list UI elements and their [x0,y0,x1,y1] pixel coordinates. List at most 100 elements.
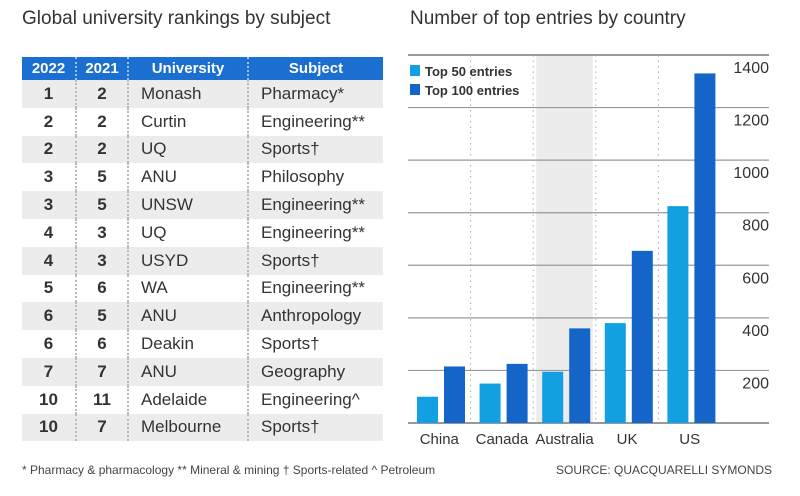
subject-cell: Sports† [261,334,320,354]
rank-2022-cell: 4 [22,218,77,247]
rankings-table: 2022 2021 University Subject 1 2 Monash Pha… [22,57,383,442]
rank-2021-cell: 7 [76,357,129,386]
subject-cell: Sports† [248,413,383,442]
rank-2021-cell: 2 [76,107,129,136]
table-row: 7 7 ANU Geography [22,357,383,386]
bar-china-top50 [417,396,438,423]
header-subject: Subject [248,57,383,80]
table-row: 2 2 UQ Sports† [22,135,383,164]
header-2022: 2022 [22,57,77,80]
legend-swatch [410,84,420,95]
source: SOURCE: QUACQUARELLI SYMONDS [556,463,773,477]
rank-2022-cell: 7 [22,357,77,386]
university-cell: UNSW [128,191,249,219]
bar-chart: 200 400 600 800 1000 1200 1400 China Canada Austr… [408,54,769,448]
table-row: 5 6 WA Engineering** [22,274,383,303]
table-row: 4 3 UQ Engineering** [22,218,383,247]
bar-us-top100 [694,73,716,424]
university-cell: UQ [128,218,249,247]
rank-2021-cell: 5 [76,302,129,331]
subject-cell: Engineering** [261,278,365,298]
university-cell: Monash [128,80,249,108]
subject-cell: Engineering** [261,111,365,131]
table-row: 6 6 Deakin Sports† [22,330,383,358]
y-tick-label: 1000 [733,165,769,182]
rank-2021-cell: 3 [76,218,129,247]
bar-china-top100 [444,366,465,423]
subject-cell: Geography [248,357,383,386]
x-tick-label: US [679,431,700,448]
rank-2021-cell: 5 [76,163,129,192]
bar-uk-top100 [631,250,653,423]
table-row: 2 2 Curtin Engineering** [22,107,383,136]
table-title: Global university rankings by subject [22,8,331,29]
header-2021: 2021 [76,57,129,80]
rank-2021-cell: 7 [76,413,129,442]
university-cell: Curtin [128,107,249,136]
rank-2021-cell: 5 [76,191,129,219]
rank-2022-cell: 4 [22,246,77,275]
university-cell: ANU [128,357,249,386]
y-tick-label: 1400 [733,60,769,77]
bar-canada-top100 [506,363,528,423]
university-cell: WA [128,274,249,303]
x-tick-label: China [420,431,460,448]
rank-2021-cell: 2 [76,135,129,164]
bar-uk-top50 [604,323,626,423]
chart-title: Number of top entries by country [410,8,686,29]
bar-australia-top50 [542,371,564,423]
rank-2022-cell: 2 [22,135,77,164]
table-row: 6 5 ANU Anthropology [22,302,383,331]
subject-cell: Pharmacy* [248,80,383,108]
legend-label: Top 50 entries [425,64,512,79]
university-cell: Melbourne [128,413,249,442]
y-tick-label: 1200 [733,113,769,130]
rank-2021-cell: 3 [76,246,129,275]
subject-cell: Engineering^ [261,389,360,409]
bar-us-top50 [667,206,689,423]
table-row: 10 11 Adelaide Engineering^ [22,385,383,414]
university-cell: USYD [128,246,249,275]
table-header: 2022 2021 University Subject [22,57,383,80]
university-cell: UQ [128,135,249,164]
table-row: 3 5 UNSW Engineering** [22,191,383,219]
rank-2021-cell: 2 [76,80,129,108]
rank-2021-cell: 6 [76,274,129,303]
rank-2022-cell: 1 [22,80,77,108]
table-row: 3 5 ANU Philosophy [22,163,383,192]
university-cell: ANU [128,302,249,331]
rank-2022-cell: 10 [22,385,77,414]
subject-cell: Sports† [248,246,383,275]
rank-2022-cell: 6 [22,302,77,331]
x-tick-label: Australia [535,431,594,448]
y-tick-label: 800 [742,218,769,235]
university-cell: Adelaide [128,385,249,414]
university-cell: ANU [128,163,249,192]
footnotes: * Pharmacy & pharmacology ** Mineral & m… [22,463,436,477]
subject-cell: Engineering** [248,191,383,219]
university-cell: Deakin [128,330,249,358]
legend-label: Top 100 entries [425,83,519,98]
x-tick-label: Canada [476,431,529,448]
legend-swatch [410,65,420,76]
x-tick-label: UK [617,431,638,448]
bar-australia-top100 [569,328,591,423]
subject-cell: Sports† [248,135,383,164]
y-tick-label: 600 [742,270,769,287]
rank-2022-cell: 6 [22,330,77,358]
rank-2022-cell: 2 [22,107,77,136]
bar-canada-top50 [479,383,501,423]
subject-cell: Anthropology [248,302,383,331]
y-tick-label: 400 [742,323,769,340]
rank-2021-cell: 11 [76,385,129,414]
table-row: 1 2 Monash Pharmacy* [22,80,383,108]
subject-cell: Philosophy [261,167,345,187]
rank-2022-cell: 3 [22,191,77,219]
table-row: 10 7 Melbourne Sports† [22,413,383,442]
rank-2022-cell: 3 [22,163,77,192]
header-university: University [128,57,249,80]
rank-2022-cell: 5 [22,274,77,303]
rank-2021-cell: 6 [76,330,129,358]
y-tick-label: 200 [742,375,769,392]
subject-cell: Engineering** [261,222,365,242]
